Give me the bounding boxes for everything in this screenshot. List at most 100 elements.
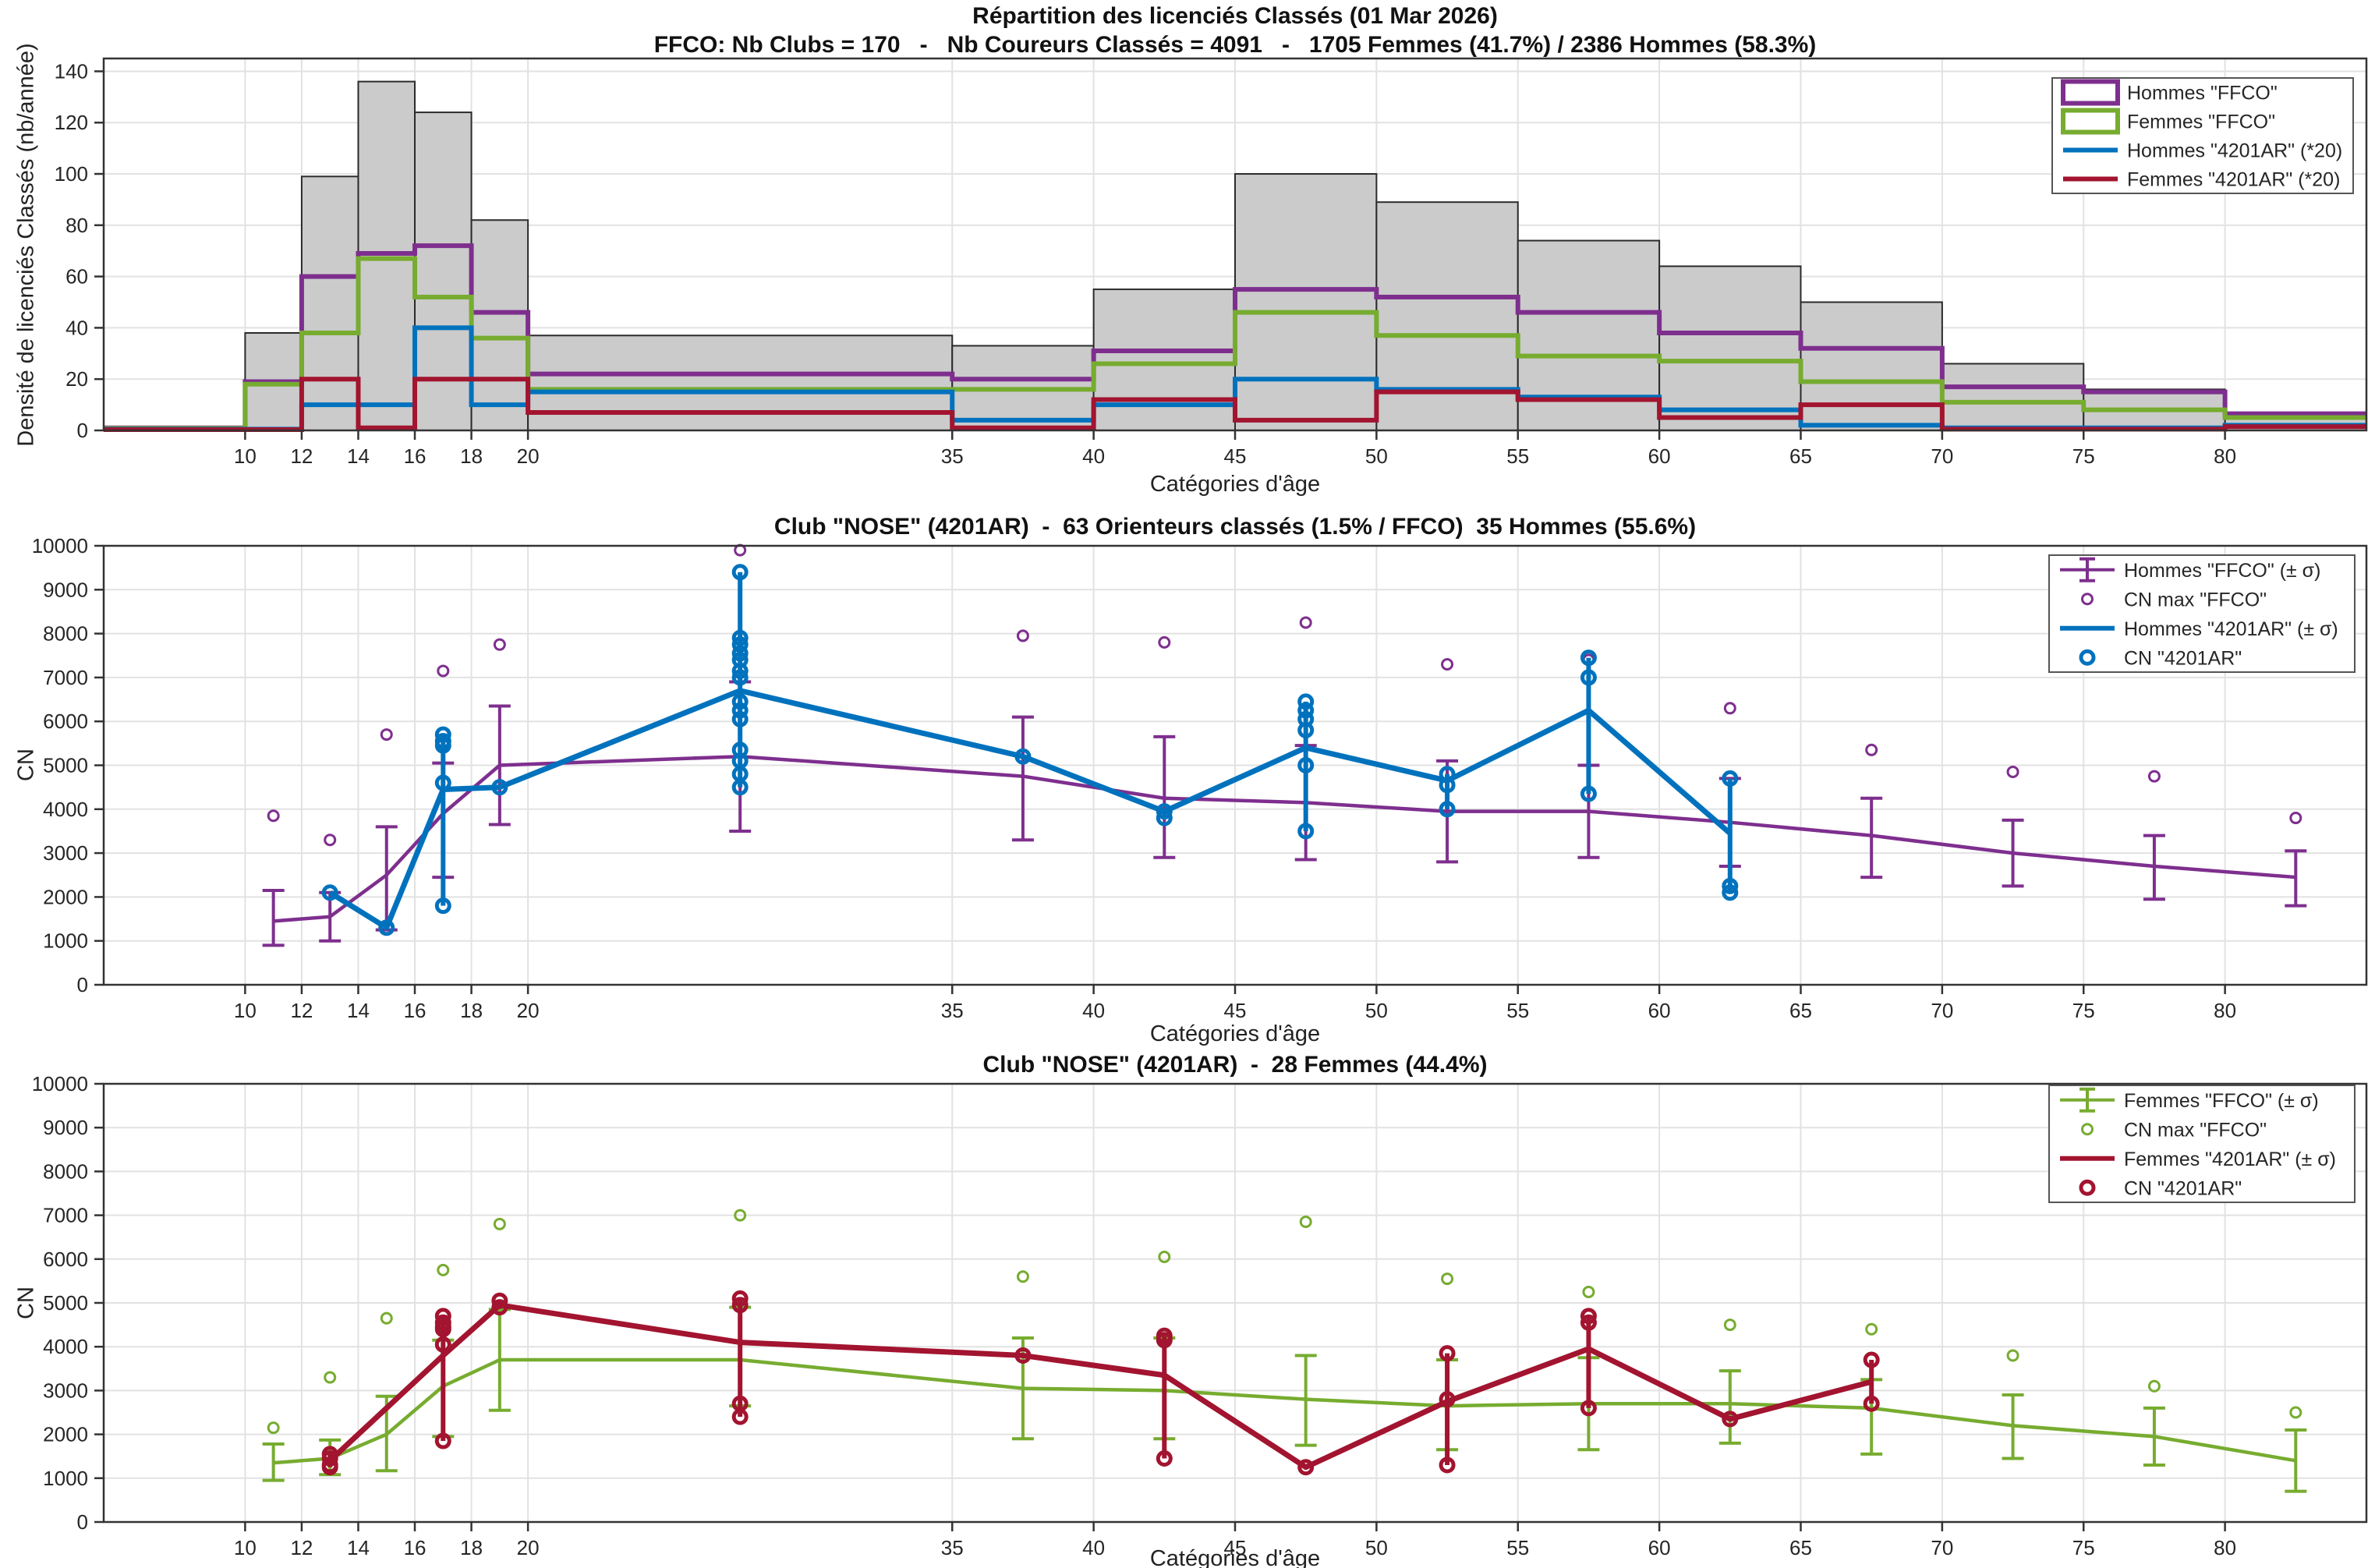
legend-item-cn-4201ar: CN "4201AR" xyxy=(2079,647,2242,669)
legend: Hommes "FFCO" Femmes "FFCO" Hommes "4201AR… xyxy=(2051,77,2354,194)
y-tick-label: 10000 xyxy=(32,534,88,557)
cn-club-circle xyxy=(1439,1345,1456,1362)
cn-max-circle xyxy=(493,1217,506,1230)
tick-labels: 10 12 14 16 18 20 35 40 45 50 55 60 65 70 75 80 0 20 40 60 8… xyxy=(55,59,2236,468)
x-tick-label: 75 xyxy=(2072,999,2095,1022)
legend-label: Hommes "4201AR" (*20) xyxy=(2127,140,2342,162)
cn-club-circle xyxy=(731,1408,749,1425)
x-tick-label: 18 xyxy=(460,1536,483,1559)
cn-max-circle xyxy=(1723,1318,1736,1332)
y-tick-label: 8000 xyxy=(43,622,88,646)
y-tick-label: 140 xyxy=(55,59,88,83)
x-tick-label: 50 xyxy=(1365,444,1388,468)
cn-club-circle xyxy=(1580,1400,1597,1417)
cn-max-circle xyxy=(2289,812,2302,825)
y-tick-label: 3000 xyxy=(43,1379,88,1402)
cn-club-circle xyxy=(1722,770,1739,787)
x-tick-label: 65 xyxy=(1789,999,1812,1022)
histogram-bar xyxy=(357,80,416,431)
cn-club-circle xyxy=(1439,801,1456,818)
legend-label: Hommes "FFCO" (± σ) xyxy=(2124,560,2320,582)
y-tick-label: 2000 xyxy=(43,885,88,908)
cn-club-circle xyxy=(1439,777,1456,794)
y-tick-label: 60 xyxy=(65,265,88,288)
cn-max-circle xyxy=(1582,1285,1595,1298)
cn-max-circle xyxy=(1441,658,1454,671)
tick-marks xyxy=(94,544,2226,994)
x-tick-label: 35 xyxy=(941,444,964,468)
cn-max-circle xyxy=(1158,1250,1171,1263)
legend-box xyxy=(2048,1085,2356,1203)
cn-club-markers xyxy=(321,564,1739,936)
top-chart-title: Répartition des licenciés Classés (01 Ma… xyxy=(972,3,1498,29)
y-tick-label: 7000 xyxy=(43,666,88,689)
cn-club-circle xyxy=(491,1299,508,1316)
cn-club-circle xyxy=(731,636,749,653)
legend-swatch-rect xyxy=(2061,108,2120,135)
legend-swatch-rect xyxy=(2061,79,2120,106)
y-tick-label: 1000 xyxy=(43,929,88,953)
cn-club-circle xyxy=(1722,884,1739,901)
y-tick-label: 9000 xyxy=(43,578,88,601)
y-tick-label: 8000 xyxy=(43,1159,88,1183)
cn-club-circle xyxy=(1156,1332,1173,1349)
y-tick-label: 120 xyxy=(55,111,88,134)
y-tick-label: 1000 xyxy=(43,1467,88,1490)
cn-club-circle xyxy=(321,1450,338,1467)
cn-max-circle xyxy=(2006,1349,2019,1362)
x-tick-label: 60 xyxy=(1648,1536,1671,1559)
cn-club-circle xyxy=(731,564,749,581)
x-tick-label: 12 xyxy=(290,1536,313,1559)
club-spread xyxy=(441,572,1733,906)
cn-club-circle xyxy=(1863,1395,1880,1412)
x-tick-label: 60 xyxy=(1648,999,1671,1022)
cn-club-circle xyxy=(321,1459,338,1476)
x-tick-label: 35 xyxy=(941,999,964,1022)
cn-club-circle xyxy=(321,884,338,901)
y-tick-label: 4000 xyxy=(43,1335,88,1358)
mean-line-hommes-ffco xyxy=(273,754,2296,923)
cn-max-circle xyxy=(1158,635,1171,649)
legend-item-hommes-ffco: Hommes "FFCO" (± σ) xyxy=(2060,557,2320,582)
legend-swatch-circle xyxy=(2081,593,2094,606)
cn-max-circle xyxy=(324,1371,337,1384)
y-tick-label: 5000 xyxy=(43,1291,88,1315)
cn-club-circle xyxy=(434,1321,451,1338)
cn-club-circle xyxy=(1580,649,1597,667)
cn-club-circle xyxy=(731,645,749,662)
y-tick-label: 100 xyxy=(55,162,88,186)
cn-club-circle xyxy=(1439,1391,1456,1408)
histogram-bar xyxy=(1375,201,1519,431)
histogram-bar xyxy=(414,111,473,431)
x-tick-label: 70 xyxy=(1931,1536,1953,1559)
legend-label: Hommes "4201AR" (± σ) xyxy=(2124,618,2338,640)
x-tick-label: 20 xyxy=(517,444,540,468)
legend-label: Femmes "4201AR" (± σ) xyxy=(2124,1149,2336,1170)
y-tick-label: 20 xyxy=(65,367,88,391)
y-tick-label: 10000 xyxy=(32,1072,88,1095)
cn-club-circle xyxy=(434,774,451,791)
cn-club-circle xyxy=(1722,1410,1739,1428)
x-tick-label: 12 xyxy=(290,999,313,1022)
x-tick-label: 50 xyxy=(1365,999,1388,1022)
mean-line-femmes-ffco xyxy=(273,1357,2296,1465)
legend-item-hommes-4201ar: Hommes "4201AR" (± σ) xyxy=(2060,618,2338,640)
cn-max-circle xyxy=(267,809,280,823)
cn-max-circle xyxy=(1299,616,1312,629)
histogram-bar xyxy=(1092,288,1236,431)
y-tick-label: 6000 xyxy=(43,710,88,733)
cn-club-circle xyxy=(1156,803,1173,820)
cn-max-circle xyxy=(2147,770,2161,783)
bottom-chart: 10 12 14 16 18 20 35 40 45 50 55 60 65 70 75 80 0 1000 200… xyxy=(32,1072,2368,1559)
legend-label: CN max "FFCO" xyxy=(2124,589,2267,611)
y-tick-label: 6000 xyxy=(43,1248,88,1271)
bottom-chart-ylabel: CN xyxy=(13,1287,39,1319)
cn-club-circle xyxy=(1580,785,1597,802)
y-tick-label: 2000 xyxy=(43,1423,88,1446)
y-tick-label: 0 xyxy=(77,419,88,442)
legend-label: Femmes "4201AR" (*20) xyxy=(2127,169,2340,191)
club-line-hommes-4201ar xyxy=(328,688,1733,931)
cn-club-circle xyxy=(434,1432,451,1449)
cn-club-circle xyxy=(1580,1308,1597,1325)
